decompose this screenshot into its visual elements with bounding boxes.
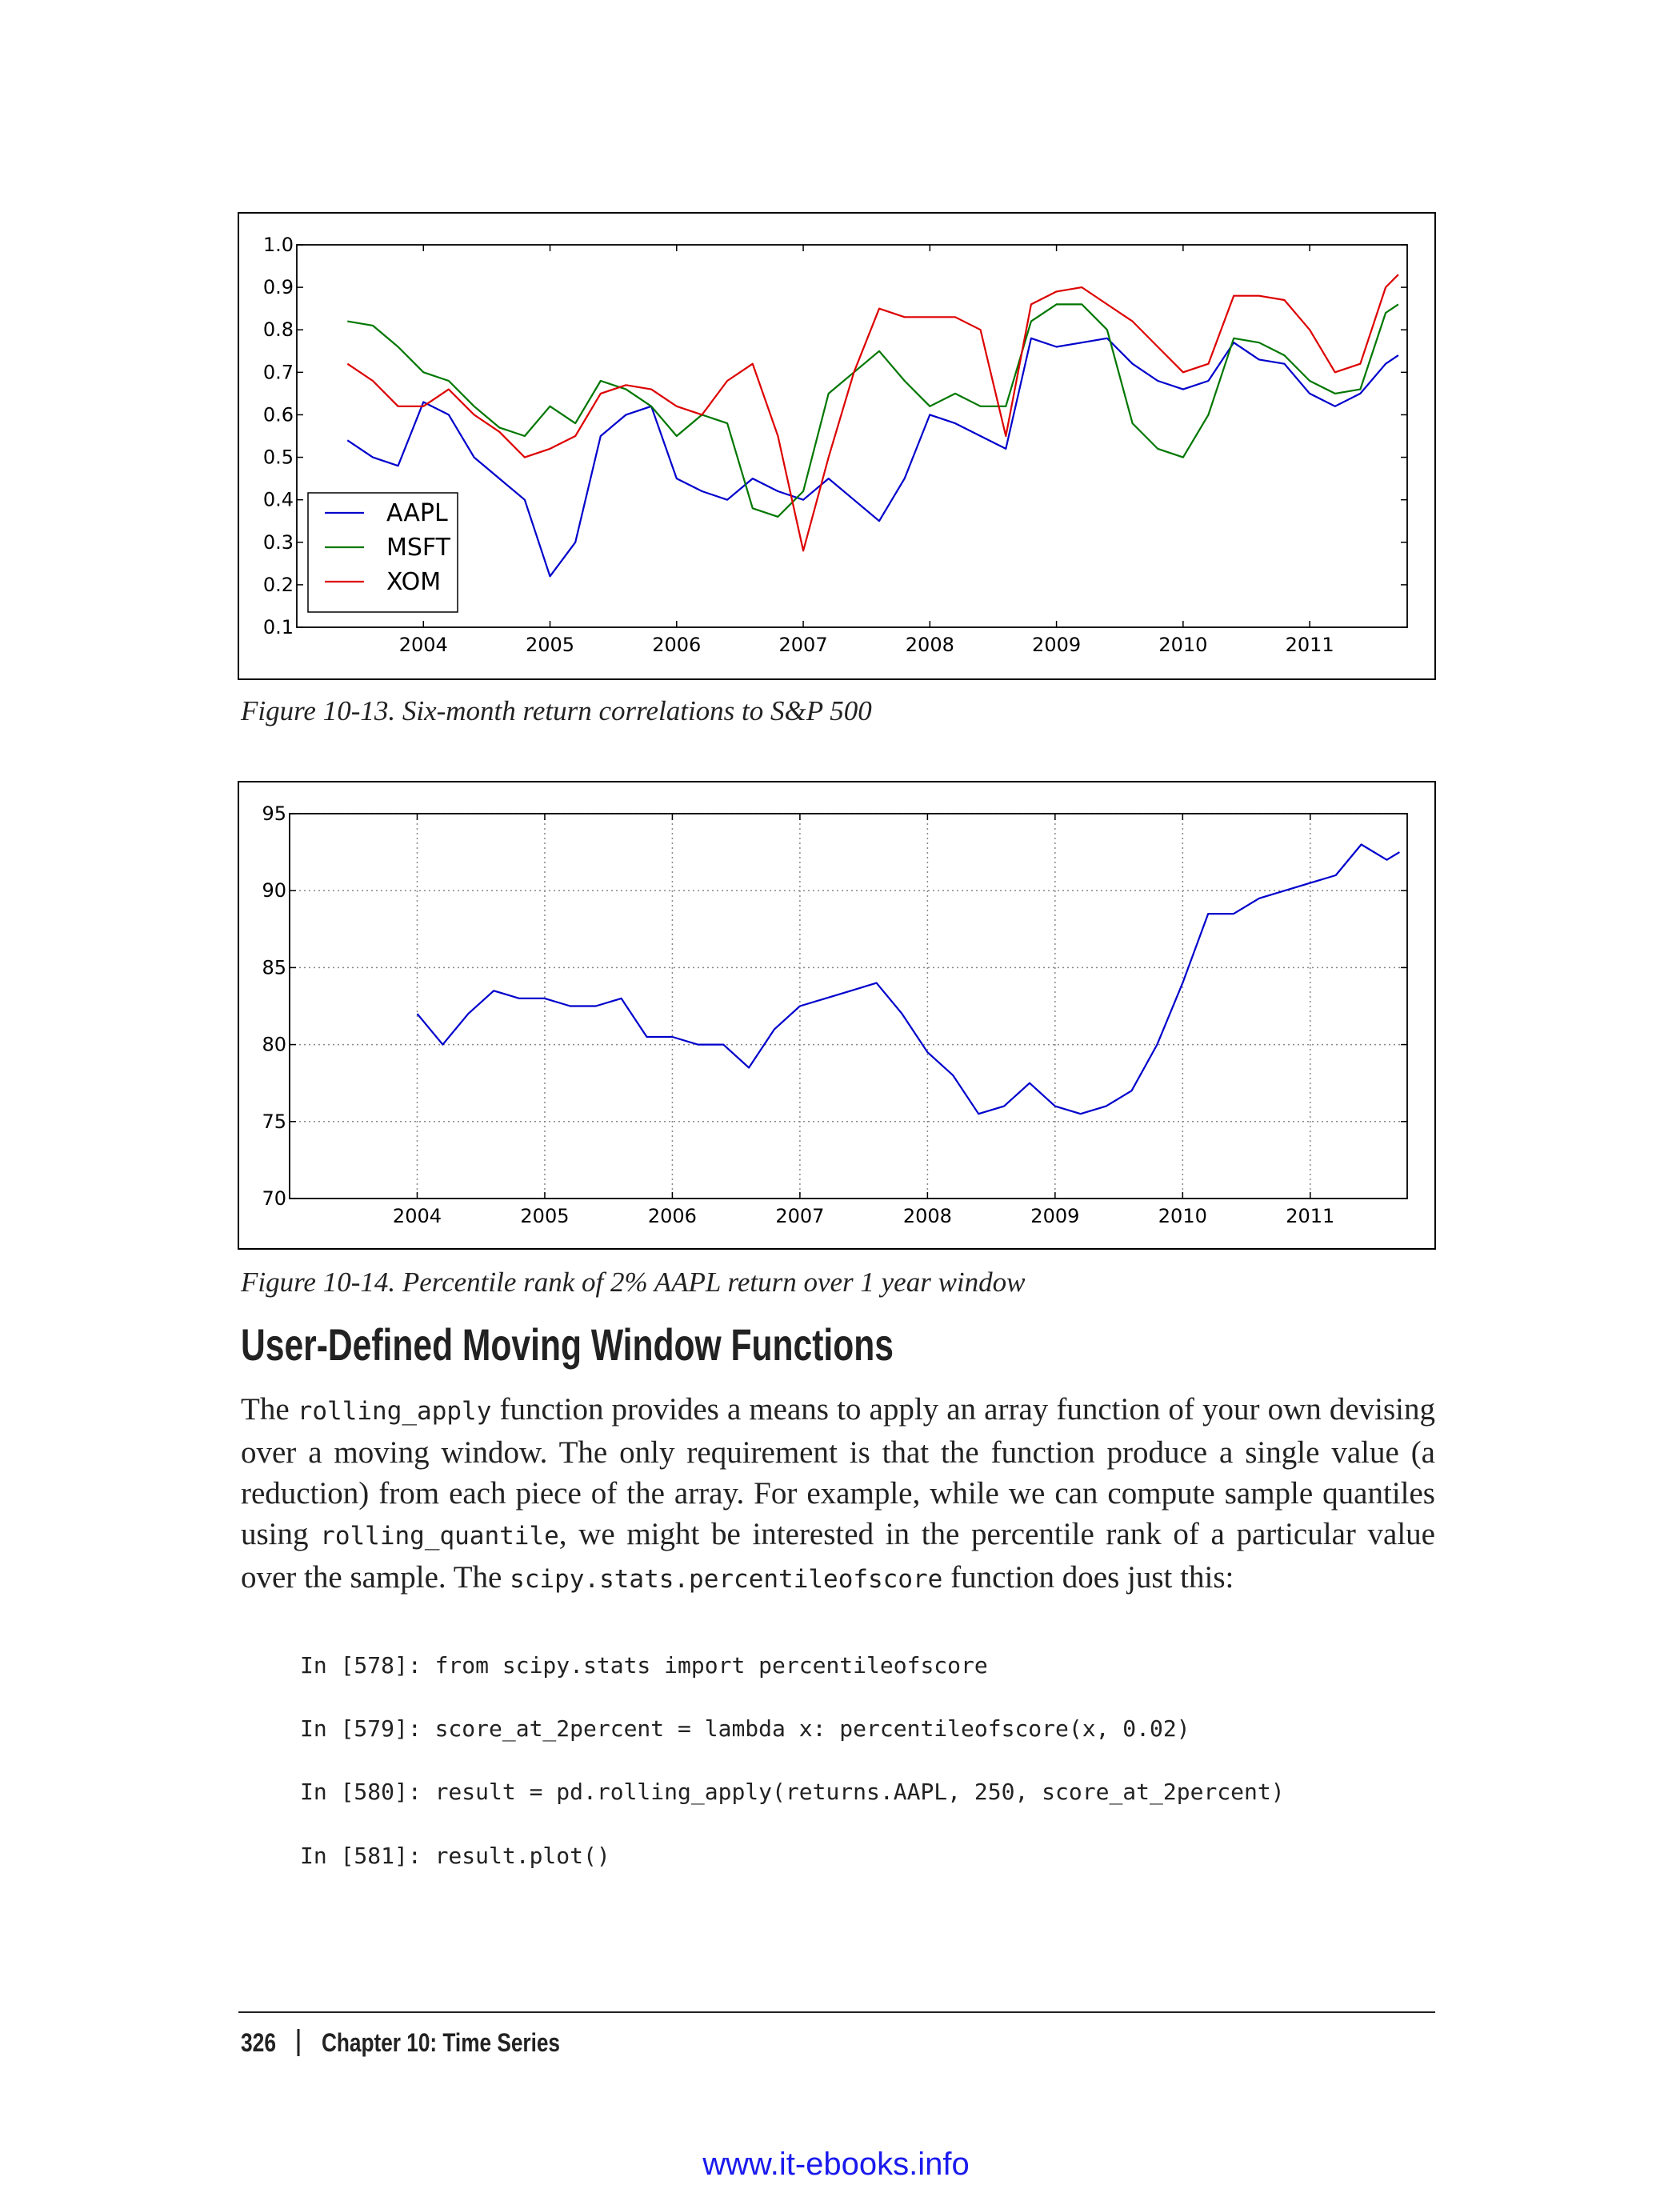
x-tick-label: 2008: [903, 1205, 952, 1227]
y-tick-label: 95: [262, 802, 286, 825]
inline-code: scipy.stats.percentileofscore: [510, 1565, 943, 1594]
y-tick-label: 85: [262, 956, 286, 978]
code-line: In [581]: result.plot(): [300, 1843, 610, 1869]
legend-label: XOM: [386, 568, 441, 596]
x-tick-label: 2006: [652, 634, 701, 656]
y-tick-label: 0.6: [263, 403, 294, 426]
text: , we might be interested in the percenti…: [241, 1517, 1435, 1595]
figure-frame: [238, 212, 1436, 680]
text: function provides a means to apply an ar…: [241, 1392, 1435, 1551]
text: The: [241, 1392, 298, 1427]
x-tick-label: 2007: [775, 1205, 824, 1227]
code-line: In [579]: score_at_2percent = lambda x: …: [300, 1715, 1190, 1743]
y-tick-label: 1.0: [263, 234, 294, 256]
figure-frame: [238, 781, 1436, 1250]
plot-border: [296, 244, 1408, 628]
legend-label: MSFT: [386, 534, 451, 562]
x-tick-label: 2009: [1030, 1205, 1079, 1227]
x-tick-label: 2011: [1286, 634, 1334, 656]
series-line: [416, 843, 1400, 1115]
y-tick-label: 80: [262, 1034, 286, 1056]
plot-border: [289, 813, 1408, 1199]
y-tick-label: 0.3: [263, 531, 294, 554]
inline-code: rolling_quantile: [320, 1522, 559, 1551]
y-tick-label: 0.7: [263, 361, 294, 383]
section-heading: User-Defined Moving Window Functions: [241, 1319, 894, 1370]
chapter-title: Chapter 10: Time Series: [322, 2028, 560, 2057]
figure-caption: Figure 10-13. Six-month return correlati…: [240, 695, 872, 726]
x-tick-label: 2006: [648, 1205, 697, 1227]
code-line: In [580]: result = pd.rolling_apply(retu…: [300, 1779, 1285, 1806]
text: function does just this:: [942, 1560, 1234, 1595]
inline-code: rolling_apply: [297, 1397, 492, 1426]
x-tick-label: 2004: [393, 1205, 442, 1227]
x-tick-label: 2005: [526, 634, 574, 656]
y-tick-label: 0.1: [263, 616, 294, 638]
x-tick-label: 2010: [1158, 634, 1207, 656]
series-line: [347, 303, 1399, 518]
x-tick-label: 2005: [520, 1205, 569, 1227]
watermark: www.it-ebooks.info: [702, 2147, 969, 2182]
x-tick-label: 2010: [1158, 1205, 1207, 1227]
figure-caption: Figure 10-14. Percentile rank of 2% AAPL…: [240, 1267, 1026, 1298]
x-tick-label: 2004: [399, 634, 448, 656]
y-tick-label: 90: [262, 879, 286, 902]
x-tick-label: 2011: [1286, 1205, 1334, 1227]
x-tick-label: 2009: [1032, 634, 1081, 656]
y-tick-label: 75: [262, 1111, 286, 1133]
y-tick-label: 0.4: [263, 489, 294, 511]
page-number: 326: [241, 2028, 276, 2057]
series-line: [346, 274, 1399, 552]
y-tick-label: 70: [262, 1187, 286, 1210]
x-tick-label: 2007: [779, 634, 828, 656]
paragraph: The rolling_apply function provides a me…: [241, 1389, 1435, 1600]
y-tick-label: 0.8: [263, 318, 294, 341]
y-tick-label: 0.5: [263, 446, 294, 469]
series-line: [346, 337, 1399, 578]
y-tick-label: 0.2: [263, 574, 294, 596]
y-tick-label: 0.9: [263, 276, 294, 298]
code-line: In [578]: from scipy.stats import percen…: [300, 1652, 988, 1679]
x-tick-label: 2008: [906, 634, 954, 656]
legend-label: AAPL: [386, 499, 448, 527]
